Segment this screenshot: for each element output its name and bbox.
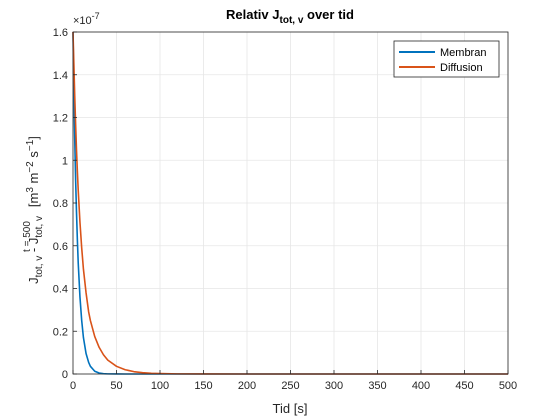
y-tick-label: 0.6 — [53, 241, 68, 253]
title-suffix: over tid — [303, 7, 354, 22]
x-tick-label: 450 — [455, 380, 473, 392]
y-tick-label: 1 — [62, 155, 68, 167]
legend-box — [393, 40, 500, 78]
x-tick-label: 500 — [499, 380, 517, 392]
y-label-j-sub: tot, v — [34, 256, 45, 278]
x-tick-label: 50 — [110, 380, 122, 392]
y-tick-label: 1.6 — [53, 27, 68, 39]
y-label-unit-m2: −2 — [25, 161, 36, 173]
x-tick-label: 100 — [151, 380, 169, 392]
legend: Membran Diffusion — [393, 40, 500, 78]
x-tick-label: 150 — [194, 380, 212, 392]
ticks: 0 50 100 150 200 250 300 350 400 450 500 0 0.2 0.4 0.6… — [53, 27, 517, 392]
y-tick-label: 0 — [62, 369, 68, 381]
y-exponent: ×10-7 — [73, 11, 100, 27]
y-label-unit-s1: −1 — [25, 139, 36, 151]
y-label-unit-s: s — [26, 151, 41, 162]
x-tick-label: 200 — [238, 380, 256, 392]
y-tick-label: 0.2 — [53, 326, 68, 338]
y-exponent-base: ×10 — [73, 15, 92, 27]
title-subscript: tot, v — [280, 15, 304, 26]
x-tick-label: 0 — [70, 380, 76, 392]
y-label-unit-m: m — [26, 173, 41, 187]
y-exponent-power: -7 — [92, 11, 100, 21]
y-tick-label: 1.4 — [53, 70, 68, 82]
y-label-ref-sub: tot, v — [34, 216, 45, 238]
x-tick-label: 400 — [412, 380, 430, 392]
x-tick-label: 350 — [368, 380, 386, 392]
legend-label-diffusion: Diffusion — [440, 62, 483, 74]
y-tick-label: 1.2 — [53, 113, 68, 125]
y-label-ref-sup: t = 500 — [22, 221, 33, 252]
x-axis-label: Tid [s] — [273, 401, 308, 416]
y-label-minus: - J — [26, 238, 41, 256]
y-label-j: J — [26, 277, 41, 284]
y-axis-label: Jtot, v - Jtot, vt = 500 [m3 m−2 s−1] — [22, 136, 45, 284]
y-label-unit-close: ] — [26, 136, 41, 140]
y-tick-label: 0.8 — [53, 198, 68, 210]
y-tick-label: 0.4 — [53, 284, 68, 296]
x-tick-label: 300 — [325, 380, 343, 392]
y-label-unit-m3: 3 — [25, 187, 36, 193]
chart-title: Relativ Jtot, v over tid — [226, 7, 354, 26]
title-main: Relativ J — [226, 7, 279, 22]
x-tick-label: 250 — [281, 380, 299, 392]
y-label-unit-open: [m — [26, 193, 41, 207]
legend-label-membran: Membran — [440, 47, 486, 59]
